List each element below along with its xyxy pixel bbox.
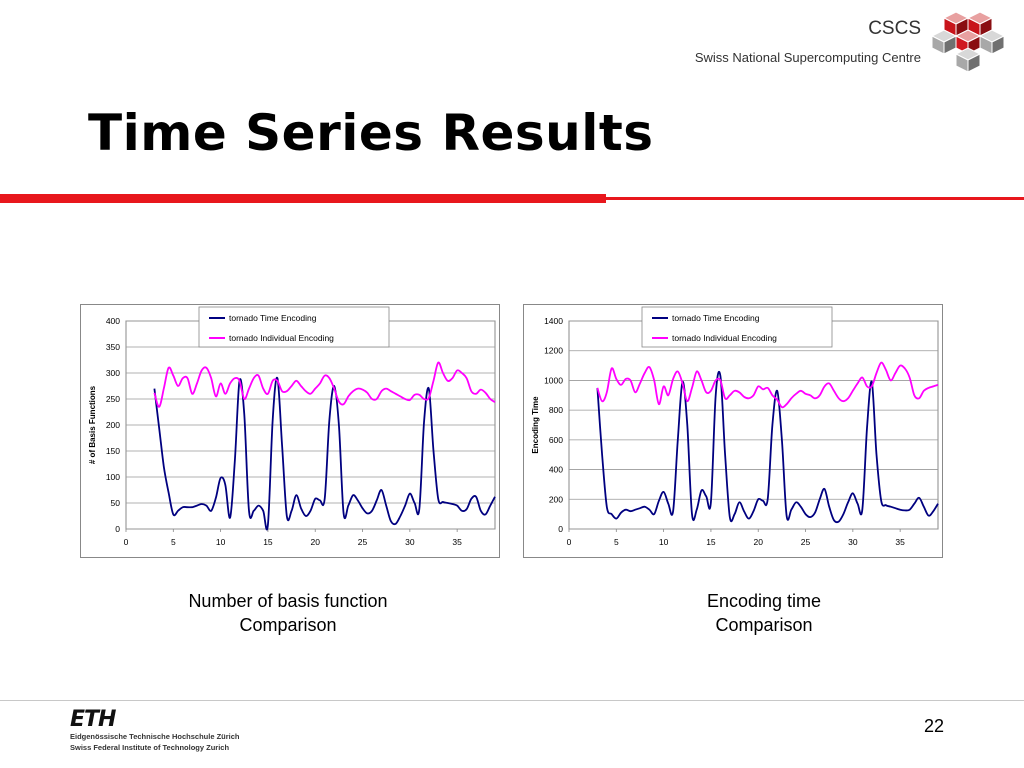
legend-box [641,306,833,348]
x-tick-label: 10 [659,537,669,547]
y-tick-label: 0 [115,524,120,534]
x-tick-label: 0 [124,537,129,547]
series-line-1 [596,370,939,524]
y-tick-label: 200 [106,420,120,430]
x-tick-label: 0 [567,537,572,547]
x-tick-label: 35 [895,537,905,547]
x-tick-label: 15 [706,537,716,547]
page-number: 22 [923,716,944,736]
slide-title: Time Series Results [88,104,654,162]
legend-label-2: tornado Individual Encoding [672,333,777,343]
encoding-time-chart: 0 200 400 600 800 1000 1200 1400 0 5 10 15 20 25 30 35 E… [523,304,943,558]
basis-function-chart-svg: 0 50 100 150 200 250 300 350 400 0 5 10 15 20 25 30 35 # … [88,306,496,547]
y-tick-label: 800 [549,405,563,415]
x-tick-label: 35 [452,537,462,547]
legend-label-1: tornado Time Encoding [672,313,760,323]
series-line-2 [153,361,496,408]
y-tick-label: 1400 [544,316,563,326]
cscs-cubes-logo-icon [930,12,1006,72]
footer-divider [0,700,1024,701]
x-tick-label: 20 [753,537,763,547]
x-tick-label: 10 [216,537,226,547]
legend-label-2: tornado Individual Encoding [229,333,334,343]
plot-area [568,320,939,530]
eth-name-english: Swiss Federal Institute of Technology Zu… [70,743,230,752]
series-line-1 [153,376,496,531]
y-tick-label: 250 [106,394,120,404]
logo-name: CSCS [868,18,921,39]
basis-function-chart: 0 50 100 150 200 250 300 350 400 0 5 10 15 20 25 30 35 # … [80,304,500,558]
right-chart-caption: Encoding time Comparison [624,589,904,637]
y-tick-label: 0 [558,524,563,534]
y-axis-label: # of Basis Functions [88,385,97,464]
x-tick-label: 20 [310,537,320,547]
y-tick-label: 200 [549,494,563,504]
logo-subtitle: Swiss National Supercomputing Centre [694,50,921,65]
legend-box [198,306,390,348]
series-line-2 [596,361,939,409]
left-caption-line2: Comparison [239,615,337,635]
x-tick-label: 5 [614,537,619,547]
x-tick-label: 30 [405,537,415,547]
y-tick-label: 600 [549,435,563,445]
title-rule-thin [606,197,1024,200]
encoding-time-chart-svg: 0 200 400 600 800 1000 1200 1400 0 5 10 15 20 25 30 35 E… [531,306,939,547]
y-tick-label: 400 [106,316,120,326]
y-tick-label: 1200 [544,346,563,356]
eth-logo: ETH [70,707,116,732]
y-tick-label: 350 [106,342,120,352]
x-tick-label: 5 [171,537,176,547]
title-rule-thick [0,194,606,203]
y-tick-label: 100 [106,472,120,482]
left-chart-caption: Number of basis function Comparison [148,589,428,637]
y-tick-label: 1000 [544,375,563,385]
eth-name-german: Eidgenössische Technische Hochschule Zür… [70,732,240,741]
right-caption-line1: Encoding time [706,591,822,611]
x-tick-label: 30 [848,537,858,547]
x-tick-label: 15 [263,537,273,547]
legend-label-1: tornado Time Encoding [229,313,317,323]
x-tick-label: 25 [358,537,368,547]
y-tick-label: 150 [106,446,120,456]
right-caption-line2: Comparison [715,615,813,635]
left-caption-line1: Number of basis function [188,591,388,611]
y-tick-label: 300 [106,368,120,378]
y-tick-label: 50 [111,498,121,508]
y-axis-label: Encoding Time [531,396,540,454]
x-tick-label: 25 [801,537,811,547]
y-tick-label: 400 [549,465,563,475]
